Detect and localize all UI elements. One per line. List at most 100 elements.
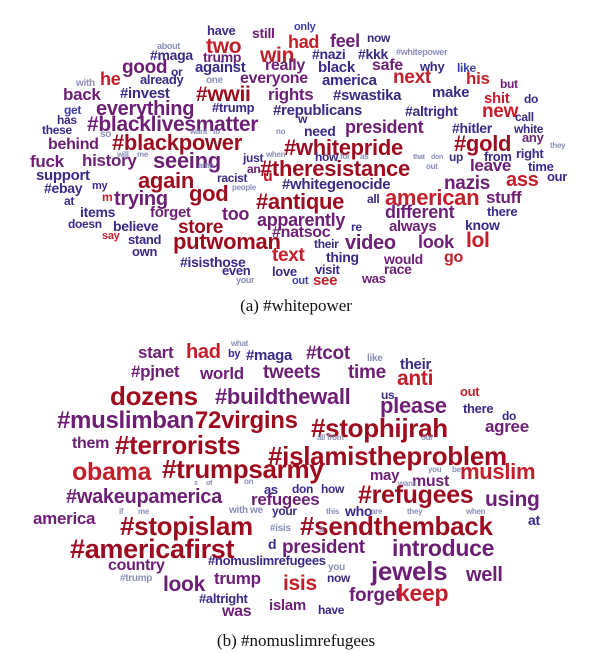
cloud-word: re <box>351 220 362 234</box>
cloud-word: now <box>327 571 351 585</box>
cloud-word: you <box>428 465 442 474</box>
cloud-word: just <box>243 151 264 165</box>
cloud-word: trying <box>114 188 168 210</box>
cloud-word: but <box>500 77 518 91</box>
cloud-word: or <box>171 65 183 79</box>
cloud-word: store <box>178 217 223 238</box>
cloud-word: if <box>119 507 124 516</box>
cloud-word: amp <box>198 161 214 170</box>
cloud-word: #blacklivesmatter <box>87 113 259 136</box>
cloud-word: safe <box>372 57 403 74</box>
cloud-word: #muslimban <box>57 407 195 434</box>
cloud-word: #nazi <box>312 46 346 62</box>
cloud-word: different <box>385 202 455 222</box>
cloud-word: #whitegenocide <box>282 176 391 193</box>
word-cloud-whitepower: have still only had feel now two win about #maga t… <box>0 0 592 290</box>
cloud-word: god <box>189 181 229 206</box>
cloud-word: agree <box>485 417 529 436</box>
cloud-word: from <box>484 149 512 164</box>
cloud-word: go <box>444 249 463 266</box>
cloud-word: any <box>522 130 544 145</box>
cloud-word: #trump <box>212 100 255 115</box>
cloud-word: was <box>362 271 386 286</box>
cloud-word: even <box>222 263 251 278</box>
cloud-word: against <box>195 59 246 76</box>
cloud-word: for <box>340 152 350 161</box>
cloud-word: #americafirst <box>70 534 235 564</box>
cloud-word: behind <box>48 136 99 153</box>
cloud-word: tweets <box>263 362 321 383</box>
cloud-word: time <box>348 362 386 383</box>
cloud-word: keep <box>397 580 449 606</box>
cloud-word: putwoman <box>173 229 281 254</box>
cloud-word: who <box>345 503 373 519</box>
cloud-word: good <box>122 57 168 78</box>
cloud-word: forget <box>349 585 402 606</box>
cloud-word: us <box>381 388 395 402</box>
cloud-word: call <box>515 110 534 124</box>
cloud-word: #wwii <box>196 83 251 106</box>
cloud-word: stand <box>128 232 162 247</box>
cloud-word: shit <box>484 90 510 107</box>
cloud-word: #gold <box>454 131 512 156</box>
cloud-word: your <box>236 275 255 285</box>
cloud-word: president <box>282 537 365 558</box>
cloud-word: #maga <box>150 47 193 63</box>
cloud-word: race <box>384 261 412 277</box>
cloud-word: lol <box>466 229 490 252</box>
cloud-word: support <box>36 167 90 184</box>
cloud-word: #nomuslimrefugees <box>208 553 326 568</box>
cloud-word: always <box>389 218 437 235</box>
cloud-word: how <box>315 150 339 164</box>
cloud-word: get <box>64 103 82 117</box>
cloud-word: want <box>398 479 416 488</box>
cloud-word: would <box>384 251 423 267</box>
cloud-word: had <box>186 341 221 363</box>
cloud-word: a <box>319 524 324 534</box>
cloud-word: seeing <box>153 148 221 173</box>
cloud-word: #refugees <box>358 481 474 509</box>
cloud-word: have <box>318 603 345 617</box>
cloud-word: up <box>449 150 464 164</box>
cloud-word: d <box>268 536 277 552</box>
cloud-word: ass <box>506 169 539 191</box>
cloud-word: are <box>371 507 383 516</box>
cloud-word: say <box>102 230 120 242</box>
cloud-word: doesn <box>68 217 102 231</box>
cloud-word: an <box>247 162 261 176</box>
cloud-word: well <box>466 564 503 586</box>
cloud-word: his <box>466 69 490 88</box>
cloud-word: want <box>190 127 208 136</box>
cloud-word: #altright <box>405 103 458 119</box>
cloud-word: have <box>207 23 236 38</box>
cloud-word: look <box>418 232 454 252</box>
cloud-word: #islamistheproblem <box>268 441 507 471</box>
cloud-word: again <box>138 168 194 193</box>
cloud-word: as <box>264 482 278 497</box>
cloud-word: too <box>222 204 250 224</box>
cloud-word: win <box>260 44 295 67</box>
cloud-word: don <box>292 482 314 496</box>
cloud-word: out <box>426 162 438 171</box>
cloud-word: already <box>140 72 184 87</box>
cloud-word: trump <box>214 569 261 588</box>
word-cloud-nomuslimrefugees: what start had by #maga #tcot like their #pjnet w… <box>0 330 592 620</box>
cloud-word: be <box>452 465 461 474</box>
figure-b: what start had by #maga #tcot like their #pjnet w… <box>0 330 592 653</box>
cloud-word: #hitler <box>452 120 492 136</box>
cloud-word: like <box>457 61 476 75</box>
cloud-word: on <box>244 477 254 486</box>
cloud-word: leave <box>470 156 512 175</box>
cloud-word: they <box>407 507 423 516</box>
cloud-word: using <box>485 488 540 511</box>
cloud-word: everything <box>96 98 195 120</box>
cloud-word: america <box>322 72 377 89</box>
cloud-word: text <box>272 245 305 266</box>
cloud-word: all <box>367 192 380 206</box>
cloud-word: there <box>487 204 518 219</box>
cloud-word: as <box>360 152 369 161</box>
cloud-word: s <box>194 480 198 487</box>
cloud-word: do <box>502 409 517 423</box>
cloud-word: my <box>92 180 108 192</box>
cloud-word: at <box>64 194 75 208</box>
